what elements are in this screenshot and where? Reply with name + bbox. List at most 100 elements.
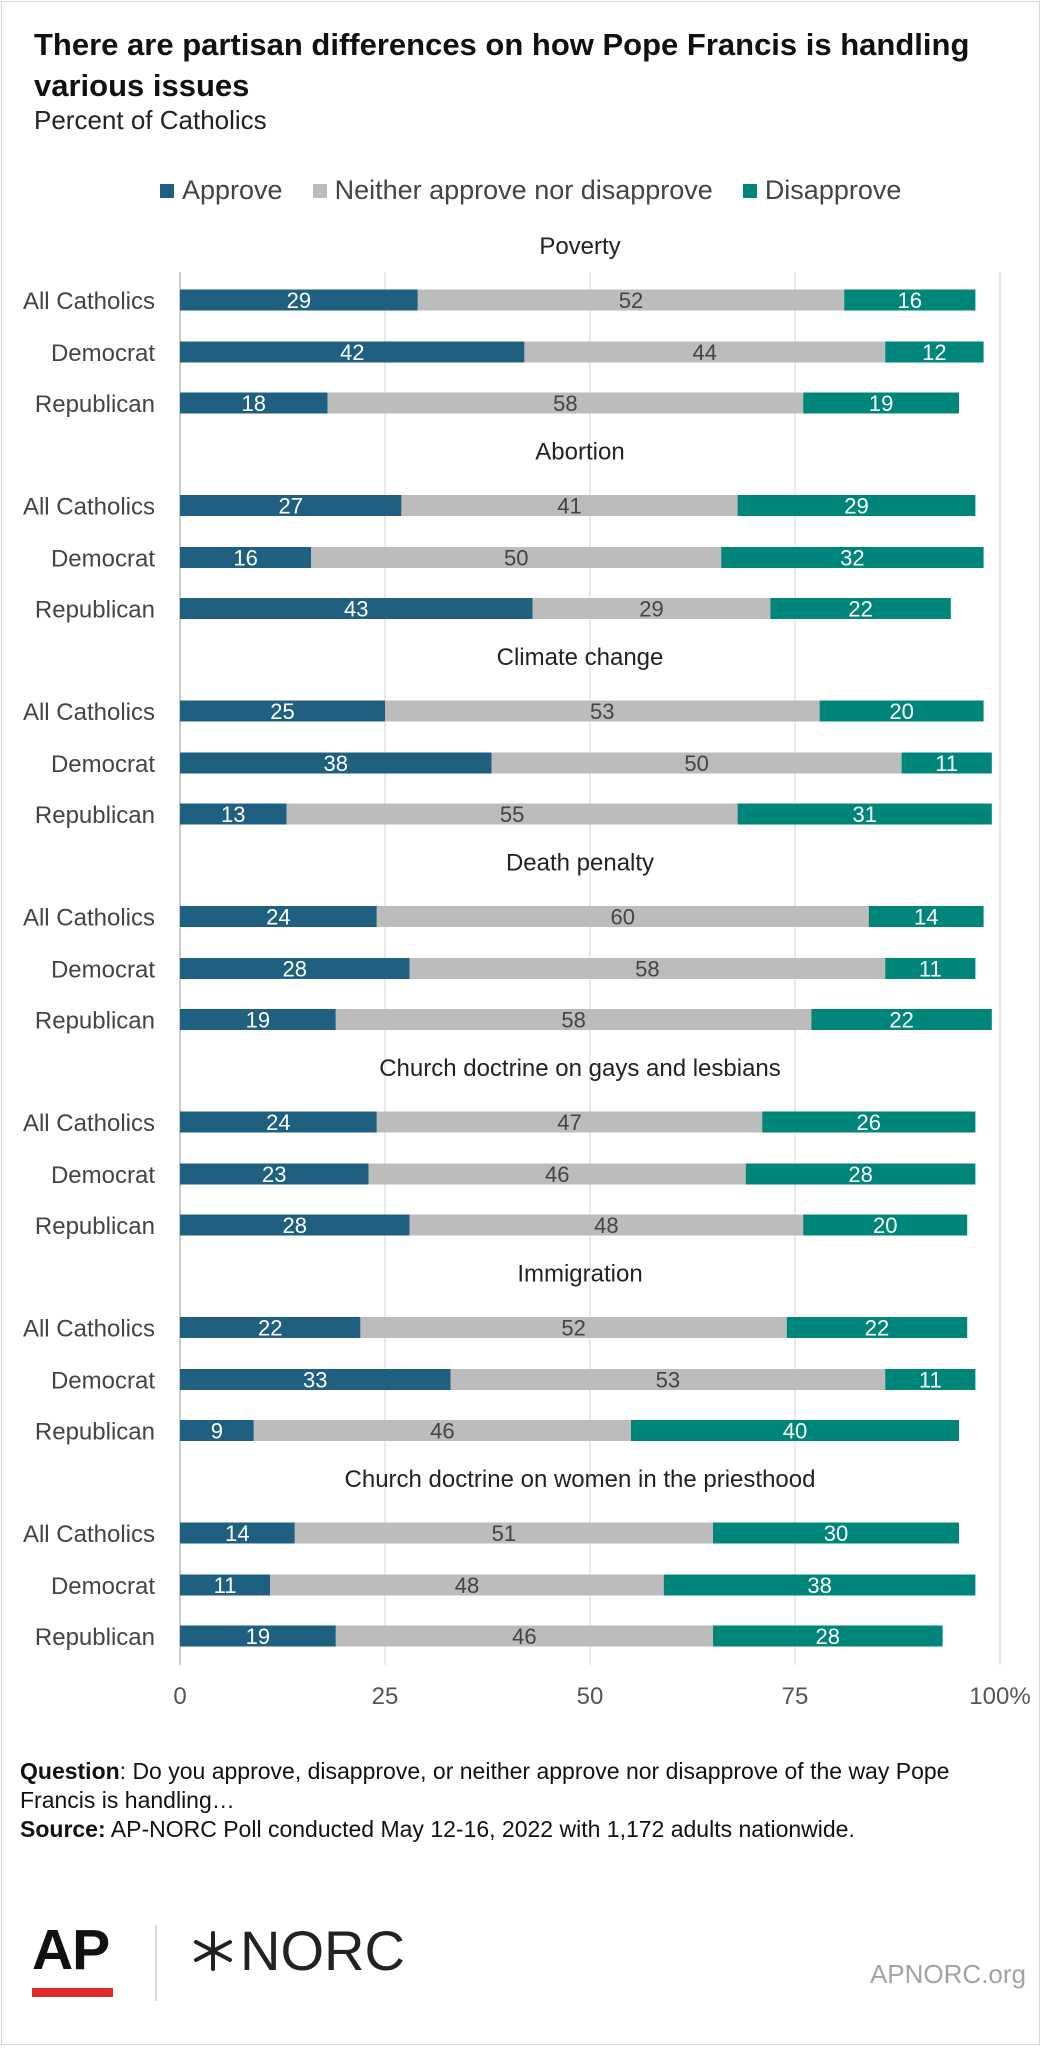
data-label: 20 [889,699,913,724]
legend-item-neither: Neither approve nor disapprove [312,175,713,206]
bar-segment [180,1111,377,1133]
bar-segment [376,906,869,927]
bar-segment [524,341,886,363]
data-label: 29 [287,288,311,313]
data-label: 38 [324,751,348,776]
data-label: 24 [266,905,290,930]
data-label: 14 [914,905,938,930]
chart-legend: Approve Neither approve nor disapprove D… [160,175,931,206]
data-label: 58 [635,957,659,982]
data-label: 53 [590,699,614,724]
data-label: 23 [262,1162,286,1187]
bar-segment [803,1214,968,1236]
row-label: Democrat [51,340,155,367]
group-title: Poverty [539,233,620,260]
logo-divider [155,1925,157,2001]
data-label: 22 [865,1316,889,1341]
bar-segment [417,289,845,311]
group-title: Climate change [497,644,664,671]
data-label: 43 [344,597,368,622]
legend-label-approve: Approve [182,175,283,205]
legend-label-neither: Neither approve nor disapprove [334,175,713,205]
data-label: 25 [270,699,294,724]
row-label: Republican [35,597,155,624]
bar-segment [786,1317,968,1338]
bar-segment [180,547,312,568]
data-label: 22 [889,1008,913,1033]
legend-label-disapprove: Disapprove [764,175,902,205]
norc-logo-text: NORC [240,1919,405,1982]
row-label: Republican [35,1213,155,1240]
bar-segment [811,1009,992,1030]
site-url: APNORC.org [869,1959,1026,1989]
bar-segment [885,1369,976,1390]
data-label: 48 [455,1573,479,1598]
group-title: Abortion [535,439,624,466]
bar-segment [180,289,418,311]
legend-swatch-approve [160,183,174,198]
bar-segment [180,341,525,363]
bar-segment [180,958,410,979]
bar-segment [180,1009,336,1030]
question-note: Question: Do you approve, disapprove, or… [20,1757,1010,1815]
row-label: Republican [35,802,155,829]
chart-subtitle: Percent of Catholics [34,105,267,135]
x-tick-label: 0 [173,1683,186,1710]
bar-segment [770,598,951,619]
data-label: 41 [557,494,581,519]
bar-segment [409,958,886,979]
data-label: 42 [340,340,364,365]
question-label: Question [20,1758,120,1784]
group-title: Immigration [517,1261,642,1288]
source-text: AP-NORC Poll conducted May 12-16, 2022 w… [105,1816,855,1842]
row-label: Republican [35,391,155,418]
data-label: 9 [211,1419,223,1444]
row-label: Democrat [51,1162,155,1189]
bar-segment [409,1214,804,1236]
bar-segment [885,958,976,979]
row-label: All Catholics [23,1521,155,1548]
data-label: 29 [844,494,868,519]
data-label: 58 [561,1008,585,1033]
bar-segment [745,1163,976,1185]
bar-segment [721,547,984,568]
bar-segment [532,598,771,619]
question-text: : Do you approve, disapprove, or neither… [20,1758,950,1813]
chart-notes: Question: Do you approve, disapprove, or… [20,1757,1010,1844]
bar-segment [180,1574,271,1596]
bar-segment [180,1317,361,1338]
bar-segment [885,341,984,363]
bar-segment [803,392,959,414]
data-label: 51 [492,1521,516,1546]
bar-segment [385,700,820,722]
bar-segment [270,1574,664,1596]
legend-item-disapprove: Disapprove [742,175,902,206]
data-label: 22 [848,597,872,622]
bar-segment [737,495,976,516]
data-label: 28 [283,1213,307,1238]
bar-segment [401,495,738,516]
data-label: 46 [430,1419,454,1444]
data-label: 46 [512,1624,536,1649]
data-label: 46 [545,1162,569,1187]
stacked-bar-chart: 0 25 50 75 100% Poverty All Catholics 29 52 16 Dem… [23,233,1031,1710]
data-label: 60 [611,905,635,930]
source-note: Source: AP-NORC Poll conducted May 12-16… [20,1815,1010,1844]
data-label: 27 [278,494,302,519]
data-label: 40 [783,1419,807,1444]
bar-segment [360,1317,787,1338]
x-tick-label: 25 [372,1683,399,1710]
bar-segment [180,700,385,722]
group-title: Death penalty [506,850,654,877]
bar-segment [491,752,902,774]
bar-segment [180,803,287,825]
data-label: 13 [221,802,245,827]
legend-swatch-disapprove [742,183,757,198]
data-label: 58 [553,391,577,416]
data-label: 50 [504,546,528,571]
row-label: Democrat [51,957,155,984]
bar-segment [294,1522,713,1544]
data-label: 28 [283,957,307,982]
norc-star-icon [194,1930,232,1971]
